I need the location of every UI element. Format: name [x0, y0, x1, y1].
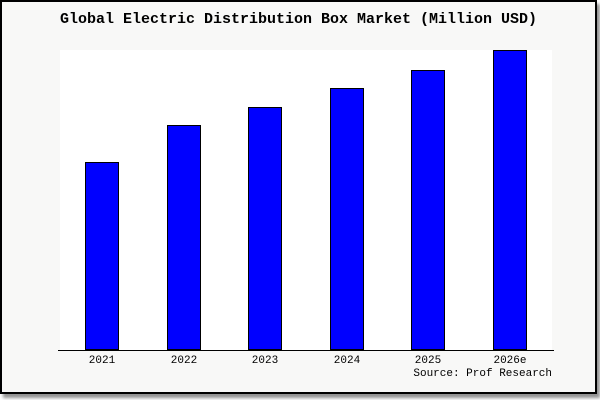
bar-2026e: [493, 50, 527, 350]
x-axis-label-2024: 2024: [333, 355, 361, 367]
x-axis-label-2023: 2023: [251, 355, 279, 367]
bar-2021: [85, 162, 119, 350]
bar-2024: [330, 88, 364, 350]
x-axis-label-2021: 2021: [88, 355, 116, 367]
x-axis-line: [58, 350, 554, 351]
x-axis-label-2025: 2025: [414, 355, 442, 367]
bar-2022: [167, 125, 201, 350]
source-credit: Source: Prof Research: [413, 368, 552, 380]
bar-2023: [248, 107, 282, 350]
chart-title: Global Electric Distribution Box Market …: [59, 11, 538, 28]
plot-area: [60, 50, 552, 350]
bar-2025: [411, 70, 445, 350]
x-axis-label-2026e: 2026e: [493, 355, 527, 367]
x-axis-label-2022: 2022: [170, 355, 198, 367]
